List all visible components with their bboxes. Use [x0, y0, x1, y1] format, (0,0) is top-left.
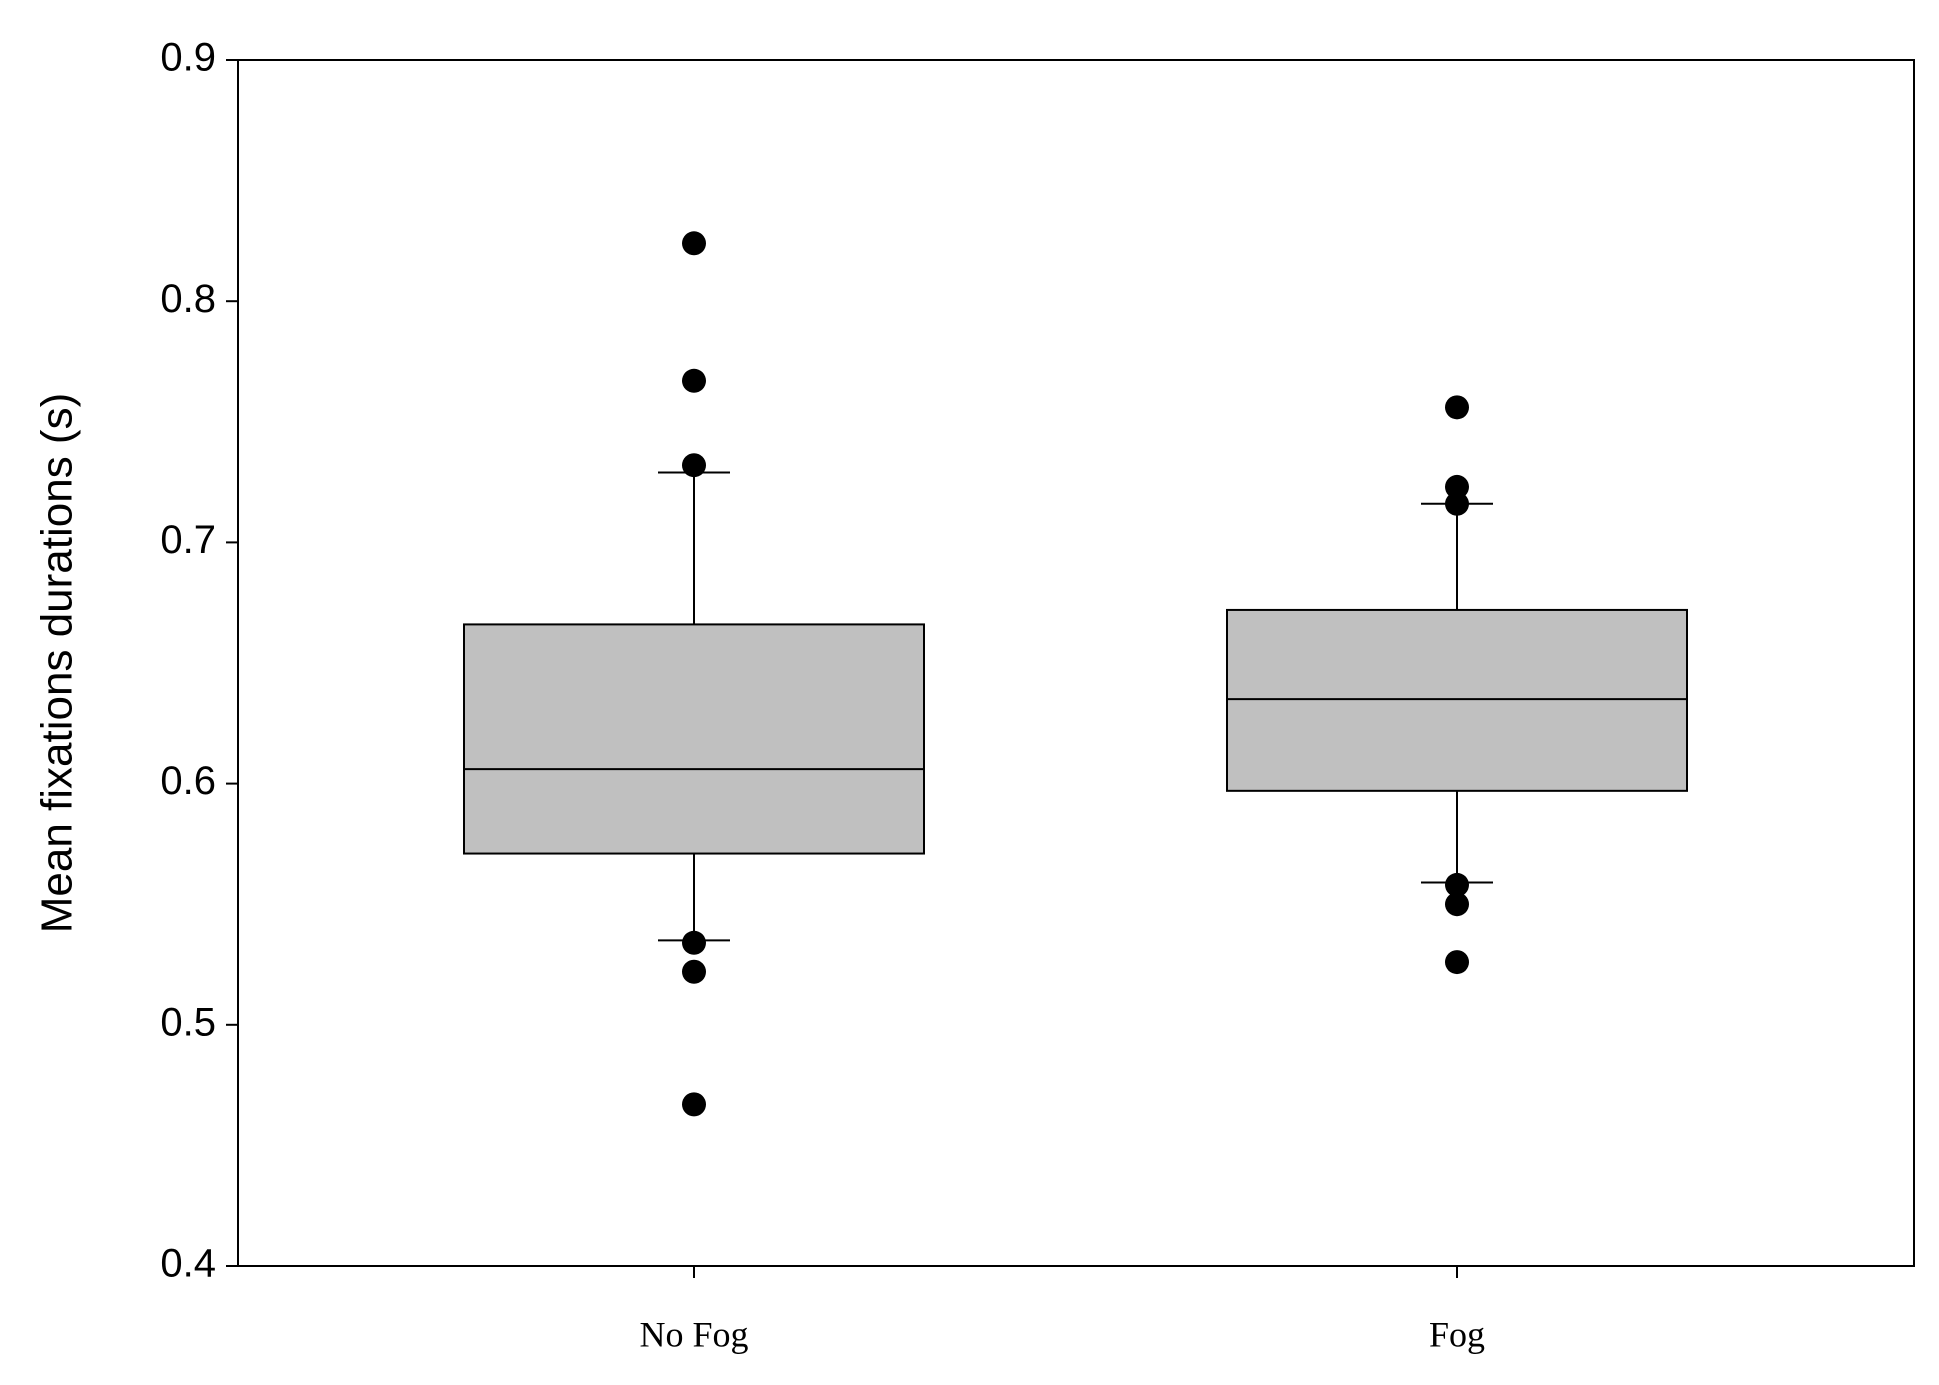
outlier	[1445, 892, 1469, 917]
outlier	[1445, 474, 1469, 499]
y-tick-label: 0.6	[160, 759, 216, 803]
box	[1226, 608, 1688, 792]
y-axis-label: Mean fixations durations (s)	[33, 393, 82, 933]
outlier	[1445, 491, 1469, 516]
outlier	[682, 1092, 706, 1117]
outlier	[1445, 872, 1469, 897]
outlier	[682, 930, 706, 955]
outlier	[682, 231, 706, 256]
y-tick-label: 0.5	[160, 1000, 216, 1044]
outlier	[1445, 395, 1469, 420]
x-tick-label: Fog	[1429, 1314, 1485, 1354]
y-tick-label: 0.8	[160, 277, 216, 321]
plot-frame	[237, 59, 1915, 1267]
y-tick-label: 0.9	[160, 36, 216, 80]
outlier	[682, 368, 706, 393]
outlier	[682, 453, 706, 478]
outlier	[682, 959, 706, 984]
y-tick-label: 0.4	[160, 1242, 216, 1286]
outlier	[1445, 950, 1469, 975]
x-tick-label: No Fog	[639, 1314, 748, 1354]
y-tick-label: 0.7	[160, 518, 216, 562]
box	[463, 623, 925, 855]
